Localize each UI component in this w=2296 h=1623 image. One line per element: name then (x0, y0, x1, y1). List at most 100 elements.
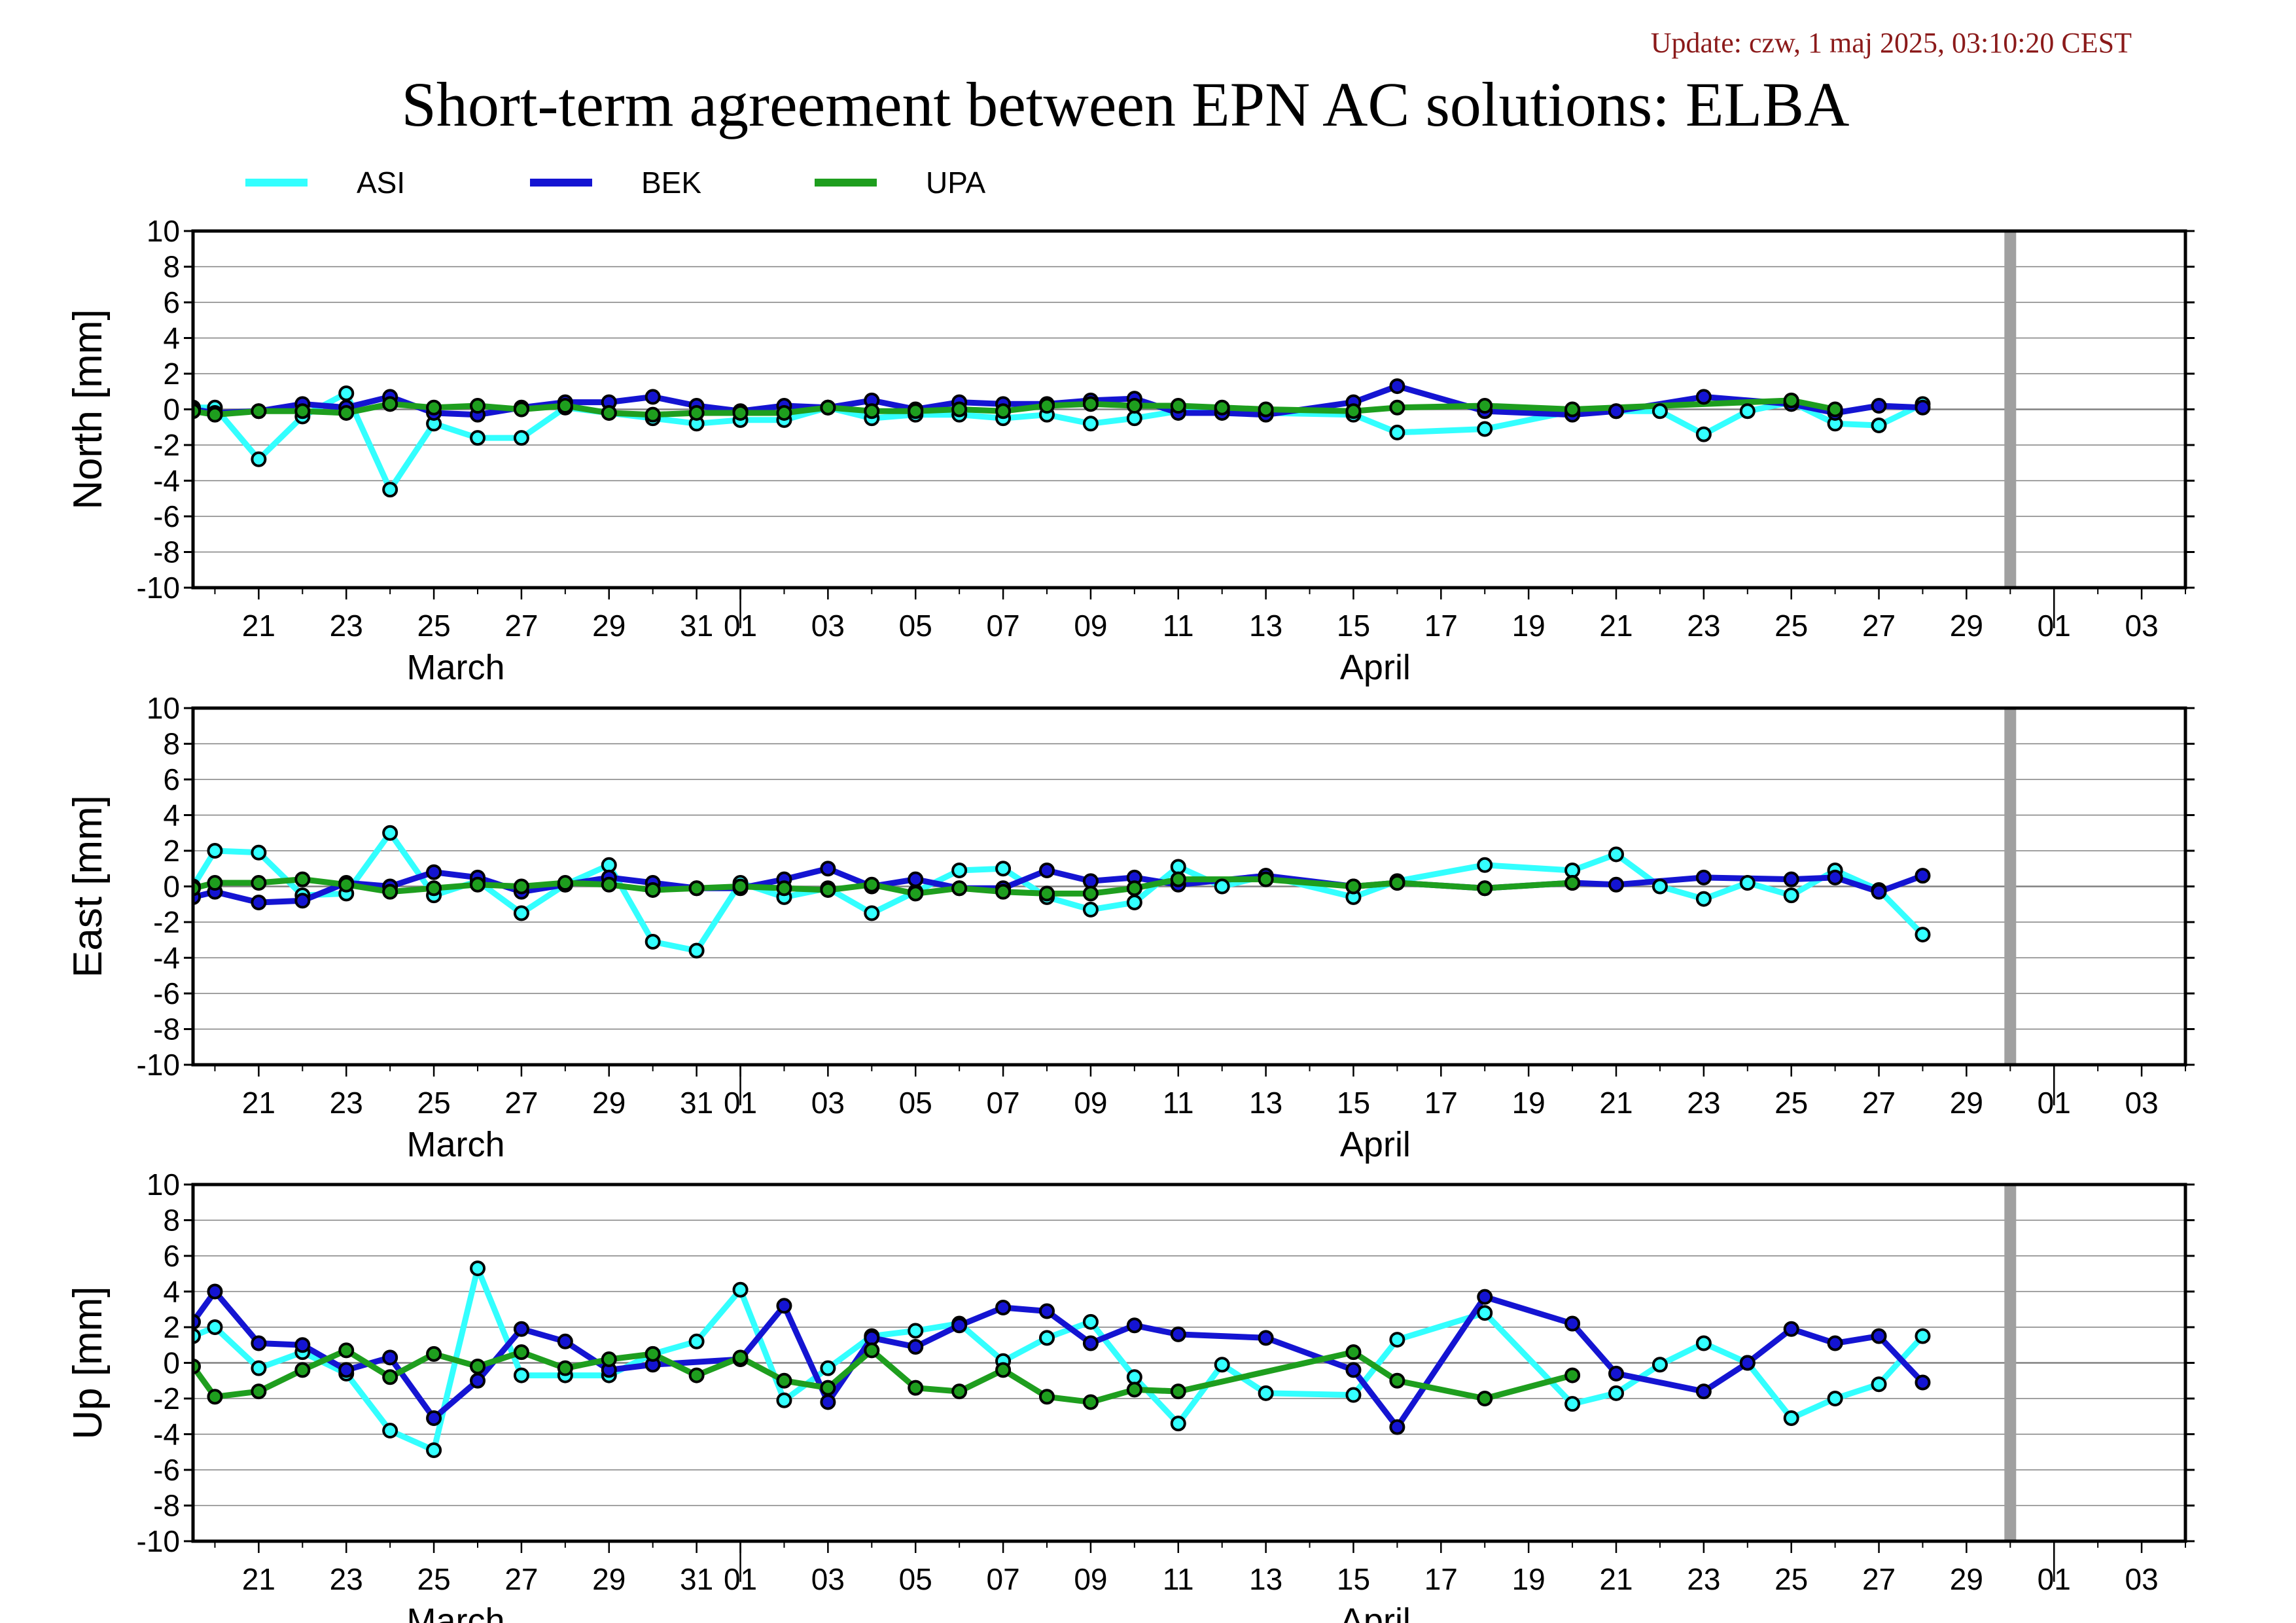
x-tick-label: 05 (899, 1562, 932, 1596)
data-point-asi (1345, 1387, 1362, 1403)
data-point-asi (995, 861, 1012, 877)
plot-frame (191, 1183, 2187, 1543)
data-point-upa (951, 401, 968, 418)
data-point-upa (513, 878, 529, 895)
data-point-bek (1783, 1321, 1799, 1337)
plot-frame (191, 229, 2187, 590)
data-point-asi (207, 1319, 223, 1335)
data-point-bek (426, 864, 442, 880)
data-point-upa (776, 404, 792, 421)
data-point-bek (951, 1317, 968, 1334)
y-tick-label: 4 (163, 1275, 180, 1309)
x-tick-label: 03 (2125, 1562, 2158, 1596)
data-point-upa (470, 398, 486, 414)
data-point-asi (382, 1423, 398, 1439)
data-gap-marker (2004, 1185, 2017, 1541)
data-point-upa (1258, 401, 1274, 418)
data-point-asi (382, 482, 398, 498)
y-tick-label: 6 (163, 1239, 180, 1273)
data-point-upa (426, 1346, 442, 1362)
data-point-upa (908, 403, 924, 419)
month-label: March (407, 1125, 505, 1164)
data-point-bek (1608, 1365, 1624, 1382)
x-tick-label: 27 (1862, 609, 1896, 643)
data-point-upa (995, 1362, 1012, 1378)
data-point-bek (1039, 1303, 1055, 1319)
data-point-asi (1871, 1376, 1887, 1393)
data-point-asi (1477, 421, 1493, 437)
data-point-asi (1608, 846, 1624, 863)
data-point-asi (1039, 1330, 1055, 1346)
data-point-upa (1039, 398, 1055, 414)
y-tick-label: 2 (163, 1310, 180, 1344)
x-tick-label: 11 (1163, 1086, 1194, 1120)
data-point-bek (1739, 1355, 1756, 1371)
y-axis-label: North [mm] (65, 309, 111, 510)
data-point-asi (513, 905, 529, 921)
x-tick-label: 25 (417, 1562, 450, 1596)
data-point-asi (1783, 1410, 1799, 1426)
data-point-asi (1214, 878, 1230, 895)
y-tick-label: -4 (153, 941, 180, 975)
data-point-upa (1783, 392, 1799, 408)
x-tick-label: 31 (680, 609, 713, 643)
legend-label: ASI (357, 166, 405, 200)
data-point-upa (688, 880, 705, 897)
data-point-bek (1871, 398, 1887, 414)
data-point-bek (251, 1335, 267, 1351)
x-tick-label: 07 (986, 609, 1019, 643)
x-tick-label: 31 (680, 1562, 713, 1596)
data-point-asi (1082, 416, 1099, 432)
x-tick-label: 13 (1249, 1562, 1282, 1596)
data-point-upa (251, 1383, 267, 1400)
month-label: March (407, 1601, 505, 1623)
y-tick-label: 6 (163, 285, 180, 319)
data-point-asi (1695, 426, 1712, 442)
data-point-upa (820, 399, 836, 416)
x-tick-label: 07 (986, 1562, 1019, 1596)
data-point-upa (294, 1362, 311, 1378)
data-point-bek (776, 1298, 792, 1314)
data-point-asi (251, 1360, 267, 1376)
data-point-bek (1695, 389, 1712, 405)
data-point-upa (864, 403, 880, 419)
data-point-upa (382, 1369, 398, 1385)
y-tick-label: -4 (153, 1418, 180, 1452)
data-point-asi (1082, 1313, 1099, 1330)
data-point-upa (951, 880, 968, 897)
data-point-upa (1126, 880, 1142, 897)
x-tick-label: 03 (811, 1086, 845, 1120)
x-tick-label: 03 (2125, 609, 2158, 643)
x-tick-label: 05 (899, 1086, 932, 1120)
data-point-bek (1871, 883, 1887, 900)
x-tick-label: 13 (1249, 609, 1282, 643)
y-axis-label: East [mm] (65, 795, 111, 978)
data-point-upa (557, 398, 573, 414)
data-point-upa (820, 1380, 836, 1396)
x-tick-label: 27 (504, 1086, 538, 1120)
data-point-upa (1170, 871, 1186, 887)
y-tick-label: -10 (137, 571, 180, 605)
data-point-bek (513, 1321, 529, 1337)
data-point-bek (1564, 1315, 1581, 1332)
data-point-upa (820, 882, 836, 898)
y-tick-label: 0 (163, 1346, 180, 1380)
data-point-bek (864, 1330, 880, 1346)
data-point-upa (1214, 399, 1230, 416)
data-point-asi (1695, 891, 1712, 907)
data-point-asi (1739, 403, 1756, 419)
data-point-asi (1258, 1385, 1274, 1401)
data-point-upa (1126, 398, 1142, 414)
data-point-upa (776, 880, 792, 897)
data-point-upa (1827, 401, 1843, 418)
data-point-upa (995, 883, 1012, 900)
data-point-bek (207, 1283, 223, 1300)
data-point-asi (1827, 1391, 1843, 1406)
data-point-asi (1915, 1328, 1931, 1344)
x-tick-label: 29 (592, 1562, 626, 1596)
data-point-upa (1345, 403, 1362, 419)
x-tick-label: 23 (1687, 1086, 1720, 1120)
data-point-upa (732, 878, 749, 895)
y-tick-label: 2 (163, 357, 180, 391)
